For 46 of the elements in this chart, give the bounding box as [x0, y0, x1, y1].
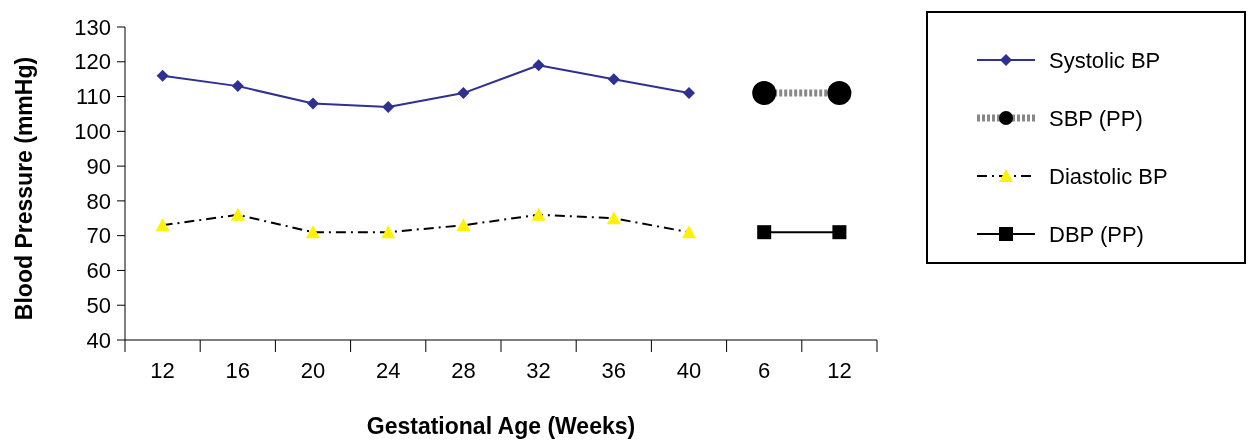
y-tick-label: 80 [86, 188, 111, 214]
point [381, 225, 396, 239]
y-tick-label: 100 [74, 119, 111, 145]
legend-label: SBP (PP) [1049, 105, 1143, 131]
x-tick-label: 40 [676, 358, 702, 383]
x-axis-title: Gestational Age (Weeks) [366, 413, 636, 439]
point [606, 211, 621, 225]
x-tick-label: 24 [375, 358, 401, 383]
point [757, 225, 772, 240]
point [307, 97, 319, 110]
y-tick-label: 60 [86, 258, 111, 284]
point [832, 225, 847, 240]
point [155, 218, 170, 232]
legend-label: DBP (PP) [1049, 221, 1144, 247]
point [230, 207, 245, 221]
x-tick-label: 12 [150, 358, 175, 383]
point [683, 87, 695, 100]
y-tick-label: 50 [86, 292, 111, 318]
x-tick-label: 20 [300, 358, 326, 383]
point [156, 69, 169, 82]
x-tick-label: 6 [758, 358, 771, 383]
x-tick-label: 12 [827, 358, 852, 383]
x-tick-label: 36 [601, 358, 627, 383]
point [382, 100, 395, 113]
y-tick-label: 120 [74, 49, 111, 75]
y-tick-label: 90 [86, 153, 111, 179]
point [457, 87, 470, 100]
legend-label: Diastolic BP [1049, 163, 1168, 189]
point [456, 218, 471, 232]
point [607, 73, 620, 86]
legend-label: Systolic BP [1049, 47, 1161, 73]
point [306, 225, 320, 239]
x-tick-label: 28 [451, 358, 476, 383]
x-tick-label: 16 [225, 358, 251, 383]
y-tick-label: 110 [75, 84, 111, 110]
y-axis-title: Blood Pressure (mmHg) [11, 56, 37, 321]
y-tick-label: 70 [86, 223, 111, 249]
point [752, 81, 777, 106]
point [532, 59, 545, 72]
y-tick-label: 40 [86, 327, 111, 353]
point [531, 207, 546, 221]
point [231, 80, 244, 93]
y-tick-label: 130 [74, 14, 111, 40]
point [827, 81, 852, 106]
x-tick-label: 32 [526, 358, 551, 383]
point [682, 225, 696, 239]
